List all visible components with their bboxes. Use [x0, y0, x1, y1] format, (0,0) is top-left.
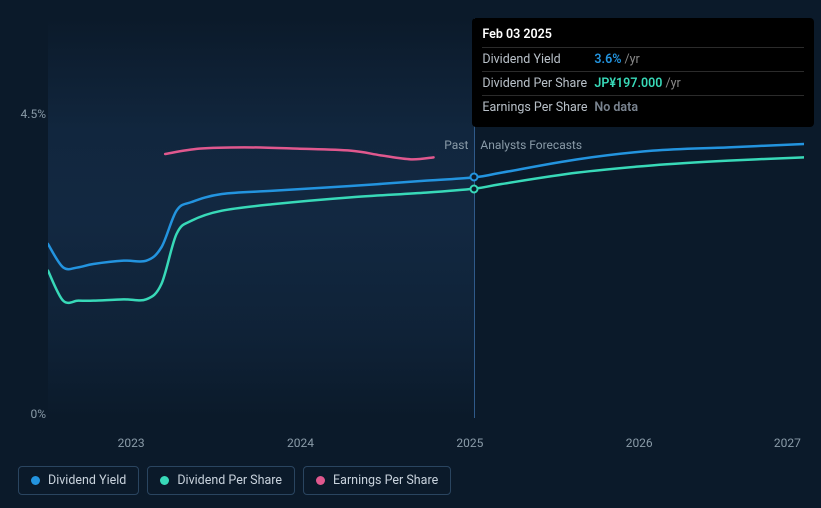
x-axis-label: 2027: [774, 436, 801, 450]
x-axis-label: 2025: [456, 436, 483, 450]
legend-dot-icon: [316, 476, 325, 485]
tooltip-row-unit: /yr: [624, 52, 639, 67]
legend-item-label: Dividend Per Share: [177, 473, 282, 488]
tooltip-row-value: 3.6%: [594, 52, 621, 67]
legend-item-dividend-per-share[interactable]: Dividend Per Share: [147, 466, 295, 495]
hover-marker: [470, 173, 479, 182]
hover-tooltip: Feb 03 2025 Dividend Yield 3.6%/yr Divid…: [472, 18, 814, 127]
legend-dot-icon: [160, 476, 169, 485]
legend-item-dividend-yield[interactable]: Dividend Yield: [18, 466, 139, 495]
tooltip-row: Dividend Yield 3.6%/yr: [482, 47, 804, 71]
tooltip-row-label: Earnings Per Share: [482, 100, 594, 115]
tooltip-row-label: Dividend Per Share: [482, 76, 594, 91]
tooltip-row-value: No data: [594, 100, 638, 115]
tooltip-row-unit: /yr: [665, 76, 680, 91]
tooltip-row-value: JP¥197.000: [594, 76, 662, 91]
tooltip-date: Feb 03 2025: [482, 24, 804, 47]
chart-legend: Dividend Yield Dividend Per Share Earnin…: [18, 466, 451, 495]
hover-marker: [470, 184, 479, 193]
tooltip-row: Dividend Per Share JP¥197.000/yr: [482, 71, 804, 95]
x-axis-label: 2023: [118, 436, 145, 450]
legend-item-label: Dividend Yield: [48, 473, 126, 488]
legend-dot-icon: [31, 476, 40, 485]
legend-item-earnings-per-share[interactable]: Earnings Per Share: [303, 466, 451, 495]
tooltip-row: Earnings Per Share No data: [482, 95, 804, 119]
legend-item-label: Earnings Per Share: [333, 473, 438, 488]
y-axis-label-bottom: 0%: [30, 407, 46, 421]
x-axis-label: 2024: [287, 436, 314, 450]
dividend-chart: 4.5% 0% Past Analysts Forecasts Feb 03 2…: [18, 18, 804, 448]
y-axis-label-top: 4.5%: [21, 107, 46, 121]
tooltip-row-label: Dividend Yield: [482, 52, 594, 67]
x-axis-label: 2026: [626, 436, 653, 450]
